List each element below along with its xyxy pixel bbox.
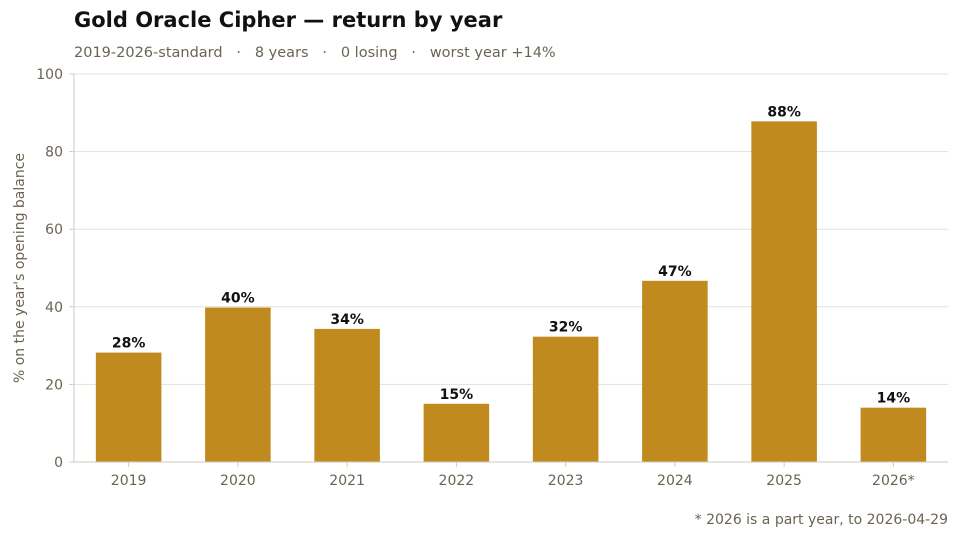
bar-2022 xyxy=(423,403,490,462)
data-label: 15% xyxy=(440,387,474,403)
data-label: 47% xyxy=(658,264,692,280)
bar-2025 xyxy=(751,121,817,462)
axes xyxy=(69,73,948,467)
y-tick-label: 40 xyxy=(45,300,63,316)
y-tick-label: 100 xyxy=(36,67,63,83)
x-tick-label: 2021 xyxy=(329,473,365,489)
x-tick-label: 2020 xyxy=(220,473,256,489)
data-label: 40% xyxy=(221,291,255,307)
x-tick-label: 2019 xyxy=(111,473,147,489)
chart-subtitle: 2019-2026-standard · 8 years · 0 losing … xyxy=(74,45,556,61)
bars xyxy=(95,121,927,462)
x-tick-label: 2025 xyxy=(766,473,802,489)
data-label: 34% xyxy=(330,312,364,328)
y-tick-label: 60 xyxy=(45,222,63,238)
x-tick-label: 2026* xyxy=(872,473,915,489)
x-tick-label: 2022 xyxy=(439,473,475,489)
labels: 0 20 40 60 80 100 28% 2019 40% 2020 34% 2021 15% 2022… xyxy=(12,67,915,489)
bar-2019 xyxy=(95,352,162,462)
data-label: 28% xyxy=(112,336,146,352)
bar-2024 xyxy=(642,280,708,462)
bar-2023 xyxy=(532,336,599,462)
footnote: * 2026 is a part year, to 2026-04-29 xyxy=(694,512,948,528)
chart-title: Gold Oracle Cipher — return by year xyxy=(74,8,503,32)
data-label: 14% xyxy=(877,391,911,407)
bar-2026 xyxy=(860,407,927,462)
bar-2020 xyxy=(205,307,271,462)
data-label: 32% xyxy=(549,320,583,336)
y-tick-label: 80 xyxy=(45,145,63,161)
bar-2021 xyxy=(314,328,380,462)
data-label: 88% xyxy=(767,104,801,120)
y-tick-label: 20 xyxy=(45,377,63,393)
y-axis-label: % on the year's opening balance xyxy=(12,153,28,383)
y-tick-label: 0 xyxy=(54,455,63,471)
x-tick-label: 2023 xyxy=(548,473,584,489)
x-tick-label: 2024 xyxy=(657,473,693,489)
